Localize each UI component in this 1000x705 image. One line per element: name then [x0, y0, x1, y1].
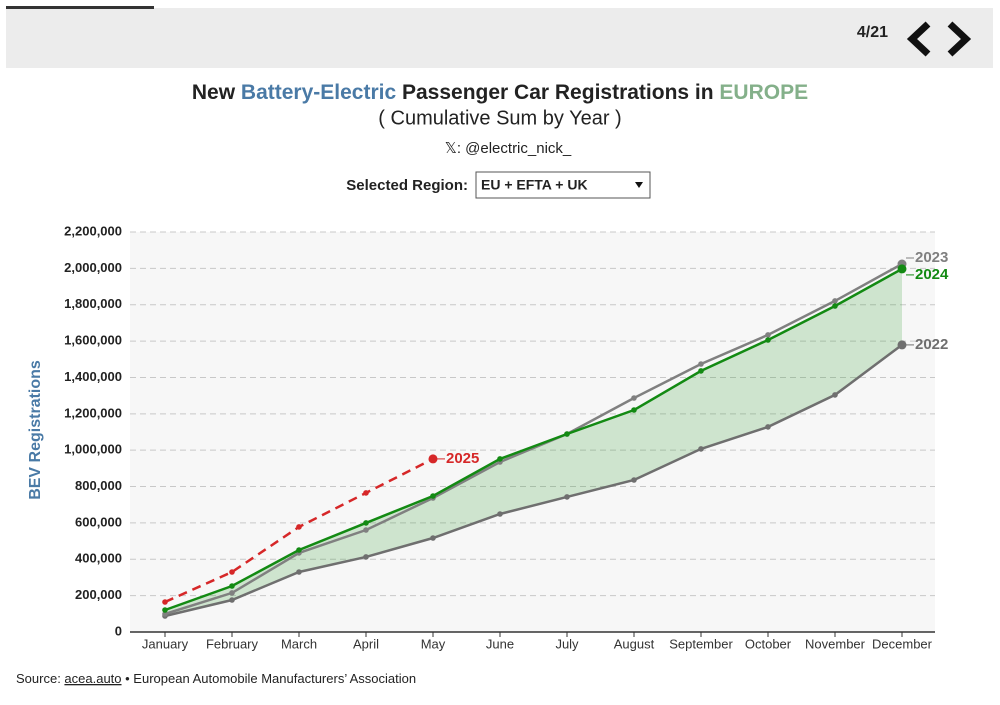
prev-button[interactable] [906, 21, 931, 57]
data-point [832, 298, 838, 304]
data-point [564, 431, 570, 437]
y-tick-label: 0 [115, 623, 122, 638]
plot: 0 200,000 400,000 600,000 800,000 1,000,000 1,… [64, 223, 949, 651]
source-link[interactable]: acea.auto [64, 671, 121, 686]
data-point [698, 368, 704, 374]
data-point [765, 424, 771, 430]
x-tick-label: February [206, 636, 259, 651]
x-tick-label: September [669, 636, 733, 651]
y-tick-label: 200,000 [75, 587, 122, 602]
next-button[interactable] [947, 21, 972, 57]
region-label: Selected Region: [346, 177, 468, 194]
data-point [162, 607, 168, 613]
data-point [430, 535, 436, 541]
data-point [765, 337, 771, 343]
source-prefix: Source: [16, 671, 64, 686]
data-point [229, 583, 235, 589]
y-tick-label: 1,600,000 [64, 333, 122, 348]
data-point [497, 511, 503, 517]
series-line [164, 262, 903, 616]
x-tick-label: April [353, 636, 379, 651]
x-tick-label: August [614, 636, 655, 651]
x-tick-label: January [142, 636, 189, 651]
handle: 𝕏: @electric_nick_ [445, 140, 572, 157]
data-point [162, 611, 168, 617]
data-point [497, 456, 503, 462]
data-point [765, 332, 771, 338]
x-tick-label: July [555, 636, 579, 651]
data-point [363, 520, 369, 526]
y-tick-label: 800,000 [75, 478, 122, 493]
data-point [428, 454, 438, 464]
x-tick-label: October [745, 636, 792, 651]
data-point [363, 527, 369, 533]
data-point [897, 340, 907, 350]
source: Source: acea.auto • European Automobile … [16, 671, 416, 686]
y-tick-label: 1,000,000 [64, 442, 122, 457]
data-point [631, 477, 637, 483]
data-point [897, 264, 907, 274]
x-tick-label: March [281, 636, 317, 651]
data-point [363, 554, 369, 560]
series-label: 2022 [915, 336, 948, 353]
data-point [296, 569, 302, 575]
data-point [631, 395, 637, 401]
data-point [229, 597, 235, 603]
series-label: 2024 [915, 266, 949, 283]
series-line [164, 267, 903, 612]
data-point [162, 599, 168, 605]
data-point [832, 392, 838, 398]
top-bar [6, 8, 993, 68]
region-select[interactable] [475, 171, 651, 199]
region-value: EU + EFTA + UK [481, 177, 588, 193]
series-label: 2023 [915, 249, 948, 266]
series-label: 2025 [446, 450, 479, 467]
page-counter: 4/21 [857, 24, 888, 41]
x-tick-label: May [421, 636, 446, 651]
data-point [564, 494, 570, 500]
y-tick-label: 400,000 [75, 551, 122, 566]
title-part: New [192, 81, 241, 104]
data-point [229, 569, 235, 575]
title-part: Passenger Car Registrations in [396, 81, 719, 104]
y-tick-label: 2,000,000 [64, 260, 122, 275]
data-point [631, 407, 637, 413]
data-point [832, 303, 838, 309]
data-point [296, 547, 302, 553]
x-tick-label: June [486, 636, 514, 651]
data-point [229, 590, 235, 596]
source-rest: • European Automobile Manufacturers’ Ass… [122, 671, 417, 686]
y-tick-label: 2,200,000 [64, 223, 122, 238]
x-tick-label: December [872, 636, 933, 651]
chart-subtitle: ( Cumulative Sum by Year ) [378, 107, 621, 129]
y-tick-label: 1,200,000 [64, 405, 122, 420]
title-part: Battery-Electric [241, 81, 397, 104]
title-part: EUROPE [719, 81, 808, 104]
data-point [430, 493, 436, 499]
data-point [698, 361, 704, 367]
y-axis-label: BEV Registrations [27, 360, 44, 500]
plot-area [130, 232, 935, 632]
y-tick-label: 1,400,000 [64, 369, 122, 384]
data-point [296, 524, 302, 530]
progress-bar [6, 6, 154, 9]
data-point [698, 446, 704, 452]
series-line [164, 343, 903, 618]
chart-title: New Battery-Electric Passenger Car Regis… [192, 81, 808, 104]
x-tick-label: November [805, 636, 866, 651]
y-tick-label: 1,800,000 [64, 296, 122, 311]
select-arrow [635, 182, 643, 188]
data-point [363, 490, 369, 496]
y-tick-label: 600,000 [75, 514, 122, 529]
